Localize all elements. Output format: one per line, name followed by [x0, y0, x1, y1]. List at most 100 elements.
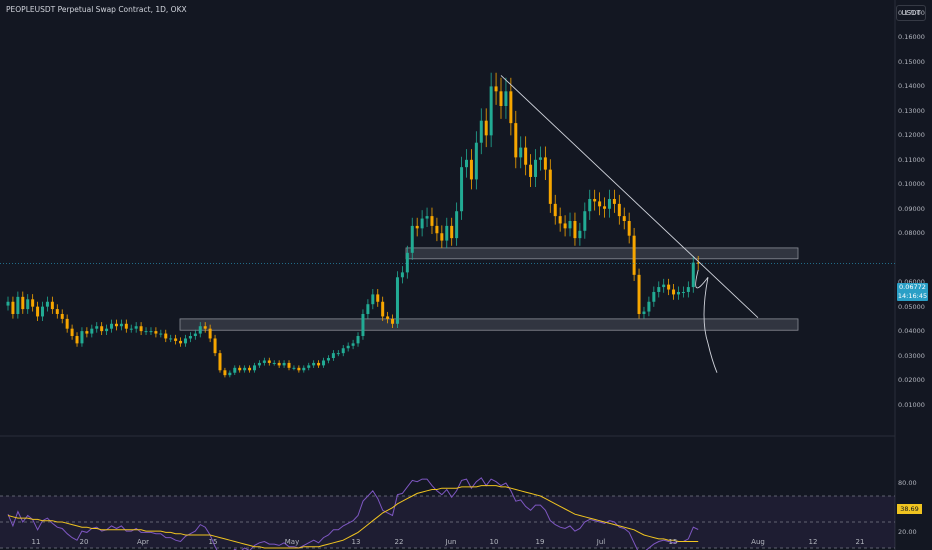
candle-body — [292, 367, 296, 369]
candle-body — [85, 331, 89, 334]
bar-countdown: 14:16:45 — [897, 292, 928, 300]
candle-body — [529, 164, 533, 177]
last-price-tag: 0.06772 14:16:45 — [897, 283, 928, 301]
candle-body — [445, 225, 449, 241]
candle-body — [568, 221, 572, 229]
candle-body — [36, 306, 40, 317]
price-tick-label: 0.12000 — [898, 131, 925, 140]
time-tick-label: 20 — [79, 538, 89, 546]
candle-body — [312, 362, 316, 366]
resistance-zone — [405, 247, 799, 260]
candle-body — [686, 287, 690, 292]
time-tick-label: 22 — [394, 538, 404, 546]
candle-body — [395, 277, 399, 324]
candle-body — [203, 326, 207, 329]
candle-body — [95, 326, 99, 329]
candle-body — [208, 328, 212, 339]
candle-body — [603, 206, 607, 209]
candle-body — [60, 313, 64, 319]
price-tick-label: 0.10000 — [898, 180, 925, 189]
candle-body — [124, 323, 128, 329]
candle-body — [681, 291, 685, 293]
rsi-ma-line — [7, 485, 699, 549]
candle-body — [524, 147, 528, 165]
candle-body — [612, 198, 616, 204]
candle-body — [277, 362, 281, 366]
candle-body — [11, 301, 15, 314]
candle-body — [169, 338, 173, 340]
chart-title: PEOPLEUSDT Perpetual Swap Contract, 1D, … — [6, 5, 187, 14]
candle-body — [282, 362, 286, 366]
candle-body — [188, 336, 192, 339]
candle-body — [647, 301, 651, 312]
price-tick-label: 0.06000 — [898, 278, 925, 286]
price-tick-label: 0.08000 — [898, 229, 925, 238]
candle-body — [696, 262, 700, 264]
candle-body — [336, 353, 340, 355]
candle-body — [129, 328, 133, 330]
price-tick-label: 0.02000 — [898, 376, 925, 385]
price-tick-label: 0.14000 — [898, 82, 925, 91]
time-tick-label: 15 — [208, 538, 218, 546]
candle-body — [179, 340, 183, 344]
candle-body — [16, 296, 20, 314]
price-tick-label: 0.16000 — [898, 33, 925, 42]
price-tick-label: 0.15000 — [898, 57, 925, 66]
candle-body — [100, 326, 104, 332]
candle-body — [218, 353, 222, 371]
candle-body — [381, 301, 385, 317]
candle-body — [144, 331, 148, 333]
candle-body — [21, 296, 25, 310]
candle-body — [578, 230, 582, 239]
candle-body — [514, 123, 518, 158]
price-tick-label: 0.03000 — [898, 351, 925, 360]
candle-body — [662, 284, 666, 288]
candle-body — [114, 323, 118, 327]
price-tick-label: 0.04000 — [898, 327, 925, 336]
price-tick-label: 0.05000 — [898, 302, 925, 311]
candle-body — [553, 203, 557, 217]
candle-body — [410, 225, 414, 253]
candle-body — [80, 331, 84, 344]
candle-body — [657, 287, 661, 292]
candle-body — [228, 372, 232, 376]
candle-body — [326, 358, 330, 361]
candle-body — [238, 367, 242, 371]
candle-body — [31, 299, 35, 307]
candle-body — [90, 328, 94, 334]
candle-body — [55, 309, 59, 314]
candle-body — [331, 353, 335, 359]
candle-body — [425, 216, 429, 219]
candle-body — [534, 159, 538, 177]
time-tick-label: 19 — [535, 538, 545, 546]
candle-body — [430, 216, 434, 226]
candle-body — [351, 343, 355, 346]
candle-body — [361, 313, 365, 337]
candle-body — [65, 318, 69, 329]
candle-body — [317, 362, 321, 366]
rsi-line — [7, 477, 699, 550]
candle-body — [460, 167, 464, 212]
candle-body — [538, 157, 542, 160]
candle-body — [154, 331, 158, 334]
candle-body — [632, 235, 636, 275]
time-tick-label: Apr — [136, 538, 150, 546]
time-tick-label: 21 — [855, 538, 865, 546]
candle-body — [75, 336, 79, 344]
candle-body — [26, 299, 30, 310]
candle-body — [262, 360, 266, 363]
candle-body — [598, 201, 602, 207]
candle-body — [41, 306, 45, 317]
candle-body — [297, 367, 301, 371]
candle-body — [400, 272, 404, 278]
candle-body — [607, 198, 611, 209]
currency-unit-button[interactable]: USDT — [896, 5, 926, 21]
candle-body — [464, 159, 468, 168]
candle-body — [479, 120, 483, 143]
candle-body — [45, 301, 49, 307]
rsi-tick-label: 20.00 — [898, 528, 917, 536]
candle-body — [563, 223, 567, 229]
support-zone — [179, 318, 799, 331]
candle-body — [642, 311, 646, 314]
